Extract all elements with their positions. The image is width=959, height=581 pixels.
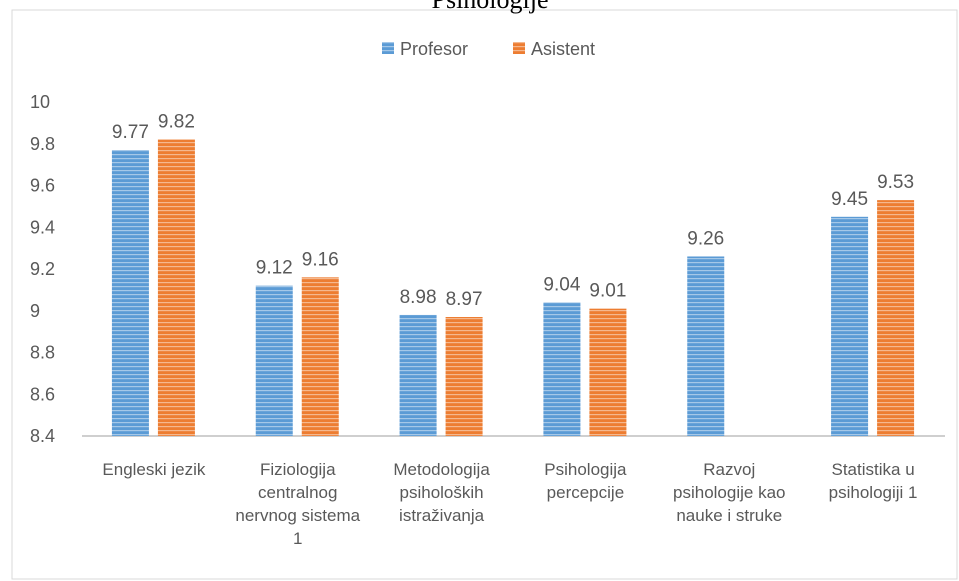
x-tick-label: Razvoj psihologije kao nauke i struke	[673, 460, 786, 525]
bar	[831, 216, 869, 436]
y-tick-label: 9	[30, 301, 40, 321]
x-tick-label: Fiziologija centralnog nervnog sistema 1	[235, 460, 361, 548]
bar	[399, 314, 437, 436]
legend-swatch	[513, 42, 525, 54]
data-label: 8.98	[400, 287, 437, 308]
chart-title: Psihologije	[431, 0, 548, 14]
legend-label: Asistent	[531, 39, 595, 59]
y-tick-label: 8.4	[30, 426, 55, 446]
bar	[877, 200, 915, 436]
data-label: 9.16	[302, 249, 339, 270]
y-tick-label: 10	[30, 92, 50, 112]
y-tick-label: 8.8	[30, 343, 55, 363]
legend-label: Profesor	[400, 39, 468, 59]
bar	[445, 317, 483, 436]
bar	[589, 308, 627, 436]
data-label: 9.82	[158, 112, 195, 133]
y-tick-label: 9.6	[30, 176, 55, 196]
data-label: 9.53	[877, 172, 914, 193]
bar	[255, 285, 293, 436]
legend-swatch	[382, 42, 394, 54]
y-tick-label: 9.8	[30, 134, 55, 154]
bar	[111, 150, 149, 436]
data-label: 9.01	[589, 281, 626, 302]
data-label: 9.77	[112, 122, 149, 143]
bar	[301, 277, 339, 436]
bar	[543, 302, 581, 436]
data-label: 9.12	[256, 258, 293, 279]
data-label: 9.45	[831, 189, 868, 210]
x-tick-label: Statistika u psihologiji 1	[828, 460, 918, 502]
y-tick-label: 9.4	[30, 217, 55, 237]
data-label: 8.97	[446, 289, 483, 310]
y-tick-label: 9.2	[30, 259, 55, 279]
chart-frame	[11, 9, 958, 580]
data-label: 9.26	[687, 228, 724, 249]
y-tick-label: 8.6	[30, 384, 55, 404]
data-label: 9.04	[543, 274, 580, 295]
bar	[157, 139, 195, 436]
x-tick-label: Metodologija psiholoških istraživanja	[393, 460, 490, 525]
x-tick-label: Engleski jezik	[102, 460, 206, 479]
bar	[687, 256, 725, 436]
x-tick-label: Psihologija percepcije	[544, 460, 627, 502]
